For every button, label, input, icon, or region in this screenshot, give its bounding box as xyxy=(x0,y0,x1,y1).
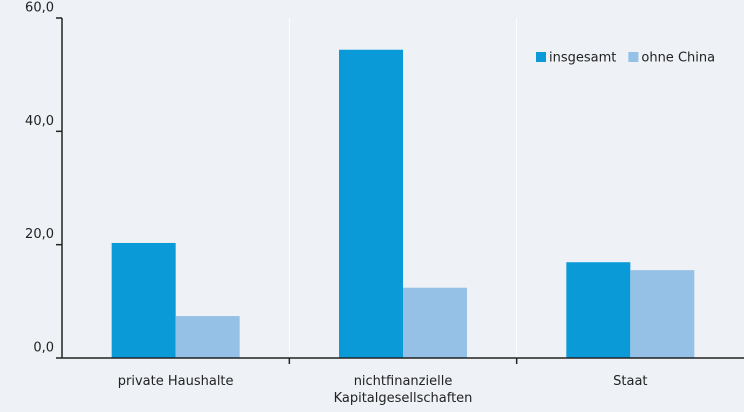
y-tick-label: 20,0 xyxy=(25,227,54,242)
bar xyxy=(339,49,403,358)
bar xyxy=(630,270,695,358)
x-tick-label: nichtfinanzielle Kapitalgesellschaften xyxy=(333,374,473,406)
legend-label: insgesamt xyxy=(549,51,616,66)
y-tick-label: 40,0 xyxy=(25,114,54,129)
legend-swatch xyxy=(536,52,546,62)
bar xyxy=(111,242,176,358)
legend-swatch xyxy=(628,52,639,62)
bar xyxy=(566,262,631,358)
x-tick-label: Staat xyxy=(613,374,648,389)
y-tick-label: 60,0 xyxy=(25,1,54,16)
y-tick-label: 0,0 xyxy=(33,341,54,356)
x-tick-label: private Haushalte xyxy=(117,374,234,389)
bar xyxy=(403,287,467,358)
legend-label: ohne China xyxy=(641,51,715,66)
bar xyxy=(175,316,240,358)
